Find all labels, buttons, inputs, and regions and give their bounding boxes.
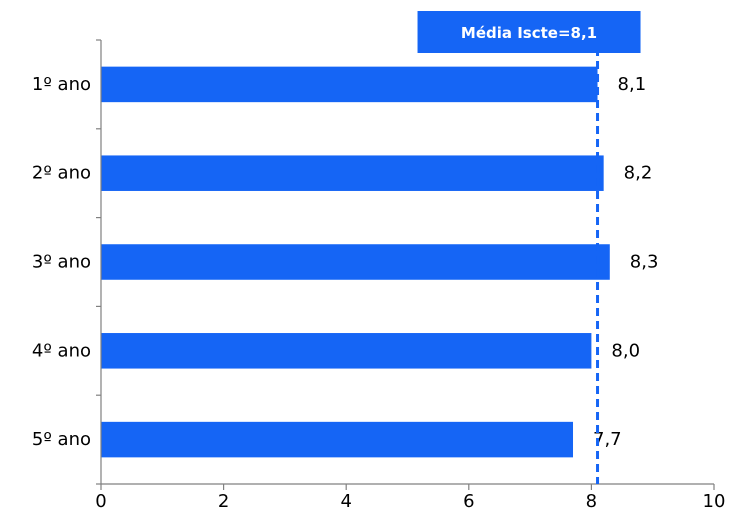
category-label: 2º ano: [32, 163, 91, 184]
category-label: 3º ano: [32, 252, 91, 273]
bar: [101, 333, 592, 369]
bar: [101, 421, 574, 458]
x-tick-label: 0: [95, 491, 106, 512]
bar: [101, 155, 604, 191]
category-label: 5º ano: [32, 429, 91, 450]
reference-annotation: Média Iscte=8,1: [417, 11, 641, 484]
x-tick-label: 10: [703, 491, 726, 512]
x-tick-label: 2: [218, 491, 229, 512]
value-label: 8,0: [611, 340, 640, 361]
value-label: 8,3: [630, 252, 659, 273]
reference-label: Média Iscte=8,1: [461, 24, 597, 42]
reference-label-box: [417, 11, 641, 53]
bar: [101, 66, 598, 103]
x-tick-label: 4: [340, 491, 351, 512]
category-label: 1º ano: [32, 74, 91, 95]
plot-area: 1º ano 8,1 2º ano 8,2 3º ano 8,3 4º ano 8,0 5º a…: [32, 39, 726, 512]
value-label: 8,1: [618, 74, 647, 95]
value-label: 7,7: [593, 429, 622, 450]
x-tick-label: 8: [586, 491, 597, 512]
x-tick-label: 6: [463, 491, 474, 512]
value-label: 8,2: [624, 163, 653, 184]
bar: [101, 244, 610, 280]
category-label: 4º ano: [32, 340, 91, 361]
